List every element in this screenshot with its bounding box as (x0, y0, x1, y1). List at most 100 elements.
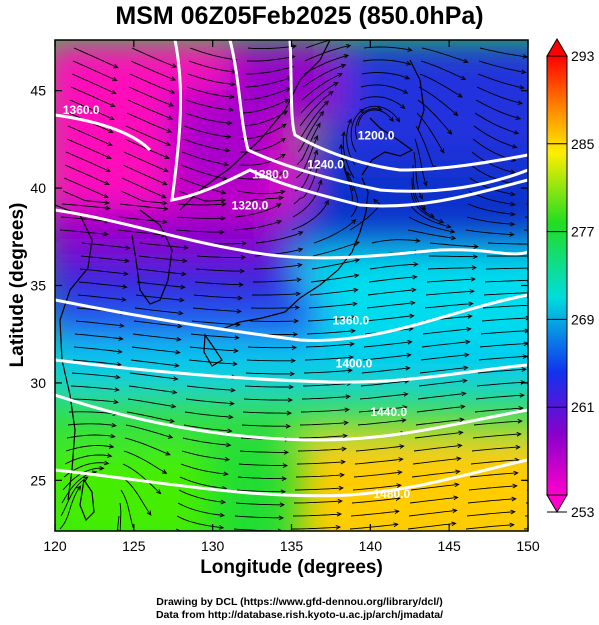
streamline (186, 385, 235, 391)
streamline-arrowhead (162, 200, 168, 206)
colorbar-ticks: 293 285 277 269 261 253 (547, 48, 595, 520)
streamline-arrowhead (146, 510, 152, 516)
streamline-arrowhead (319, 110, 325, 116)
streamline (476, 86, 523, 104)
streamline (467, 203, 515, 215)
streamline-arrowhead (171, 63, 178, 68)
streamline-arrowhead (393, 522, 399, 528)
streamline-arrowhead (458, 430, 464, 436)
streamline-arrowhead (471, 265, 478, 271)
streamline (305, 343, 354, 348)
streamline (306, 330, 355, 335)
streamline-arrowhead (520, 380, 526, 385)
streamline (411, 470, 460, 478)
streamline-arrowhead (512, 144, 518, 149)
streamline-arrowhead (340, 63, 347, 69)
streamline-arrowhead (219, 512, 226, 518)
streamline (409, 496, 458, 504)
contour-label: 1480.0 (373, 487, 410, 501)
streamline-arrowhead (164, 154, 170, 159)
streamline (79, 268, 128, 275)
streamline-arrowhead (109, 115, 115, 121)
streamline-arrowhead (590, 242, 594, 246)
streamline (472, 433, 521, 439)
streamline-arrowhead (524, 328, 528, 334)
streamline (362, 59, 411, 65)
streamline-arrowhead (276, 203, 282, 208)
streamline-arrowhead (415, 238, 421, 243)
streamline-arrowhead (177, 323, 183, 329)
contour-1360-north (55, 113, 152, 152)
streamline-arrowhead (418, 194, 423, 200)
streamline (479, 343, 528, 348)
streamline (478, 355, 527, 361)
streamline-arrowhead (452, 508, 458, 514)
streamline (177, 502, 225, 516)
streamline (130, 60, 176, 81)
streamline-arrowhead (510, 169, 516, 175)
streamline (349, 198, 381, 231)
streamline-arrowhead (337, 498, 343, 504)
streamline-arrowhead (240, 255, 247, 260)
streamline (253, 279, 301, 283)
streamline-arrowhead (462, 378, 468, 384)
streamline (355, 108, 382, 140)
streamline (422, 328, 471, 335)
streamline-arrowhead (515, 444, 521, 450)
streamline-arrowhead (338, 143, 344, 150)
streamline-arrowhead (438, 218, 445, 224)
streamline (64, 164, 110, 185)
streamline-arrowhead (345, 43, 352, 49)
streamline-arrowhead (229, 94, 235, 100)
colorbar-arrow-top (546, 38, 568, 57)
streamline-arrowhead (111, 422, 117, 428)
streamline (416, 405, 465, 413)
streamline (188, 60, 236, 73)
streamline (292, 526, 341, 530)
streamline-arrowhead (83, 476, 89, 482)
streamline (429, 255, 477, 258)
streamline (234, 515, 284, 519)
streamline-arrowhead (316, 122, 321, 128)
streamline (304, 45, 351, 62)
streamline (368, 276, 417, 283)
contour-1320 (55, 208, 528, 260)
streamline (184, 411, 233, 418)
streamline-arrowhead (513, 130, 520, 135)
streamline-arrowhead (509, 232, 515, 237)
streamline-arrowhead (522, 54, 528, 59)
streamline-arrowhead (403, 392, 409, 397)
y-tick-label: 40 (30, 180, 46, 196)
streamline (474, 407, 523, 413)
streamline-arrowhead (230, 81, 236, 87)
streamline (129, 73, 175, 94)
streamline-arrowhead (510, 191, 516, 197)
streamline-arrowhead (297, 247, 304, 253)
streamline (72, 359, 121, 366)
y-axis-label: Latitude (degrees) (7, 202, 28, 368)
streamline (419, 367, 468, 374)
streamline (245, 372, 295, 375)
streamline (252, 293, 301, 296)
streamline-arrowhead (570, 205, 574, 209)
streamline (484, 279, 528, 283)
streamline-arrowhead (125, 245, 131, 251)
streamline-arrowhead (226, 442, 232, 448)
streamline-arrowhead (579, 90, 583, 94)
streamline (179, 476, 227, 490)
streamline-arrowhead (516, 431, 522, 437)
streamline-arrowhead (282, 463, 289, 468)
streamline (255, 231, 303, 244)
streamline (244, 76, 292, 88)
streamline-arrowhead (163, 167, 169, 173)
streamline (238, 153, 286, 166)
streamline (426, 278, 475, 283)
streamline (360, 84, 408, 94)
streamline-arrowhead (103, 231, 109, 237)
streamline (238, 463, 287, 467)
streamline (124, 437, 171, 456)
streamline-arrowhead (521, 367, 527, 372)
streamline-arrowhead (179, 297, 185, 303)
y-tick-label: 45 (30, 83, 46, 99)
